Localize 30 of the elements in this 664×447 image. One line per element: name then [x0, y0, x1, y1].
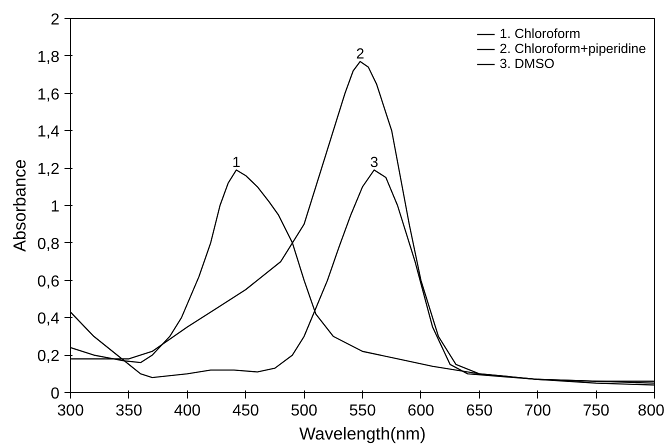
y-tick-label: 0,8 — [37, 236, 60, 253]
y-tick-label: 2 — [50, 12, 60, 28]
annotation: 1 — [232, 154, 240, 171]
y-tick-label: 1,2 — [37, 161, 60, 178]
x-tick-label: 700 — [524, 402, 552, 420]
x-tick-label: 650 — [466, 402, 493, 420]
y-tick-label: 1 — [50, 198, 60, 216]
x-tick-label: 550 — [349, 402, 376, 420]
y-tick-label: 1,8 — [37, 48, 60, 66]
x-tick-label: 300 — [57, 402, 84, 420]
legend-label: 2. Chloroform+piperidine — [500, 41, 646, 56]
x-tick-label: 600 — [408, 402, 434, 420]
x-tick-label: 450 — [232, 402, 260, 420]
legend-label: 3. DMSO — [500, 56, 554, 71]
legend-label: 1. Chloroform — [500, 26, 580, 41]
x-tick-label: 400 — [174, 402, 201, 420]
y-tick-label: 0,6 — [37, 273, 60, 290]
y-tick-label: 1,6 — [37, 86, 60, 104]
y-tick-label: 0,2 — [37, 348, 60, 366]
y-tick-label: 0,4 — [37, 310, 60, 328]
x-tick-label: 500 — [290, 402, 318, 420]
y-tick-label: 1,4 — [37, 124, 60, 141]
x-tick-label: 750 — [582, 402, 610, 420]
x-axis-title: Wavelength(nm) — [299, 424, 426, 444]
x-tick-label: 800 — [638, 402, 664, 420]
annotation: 2 — [356, 46, 364, 63]
annotation: 3 — [370, 154, 378, 171]
y-axis-title: Absorbance — [9, 159, 30, 252]
x-tick-label: 350 — [116, 402, 142, 420]
y-tick-label: 0 — [50, 386, 60, 402]
